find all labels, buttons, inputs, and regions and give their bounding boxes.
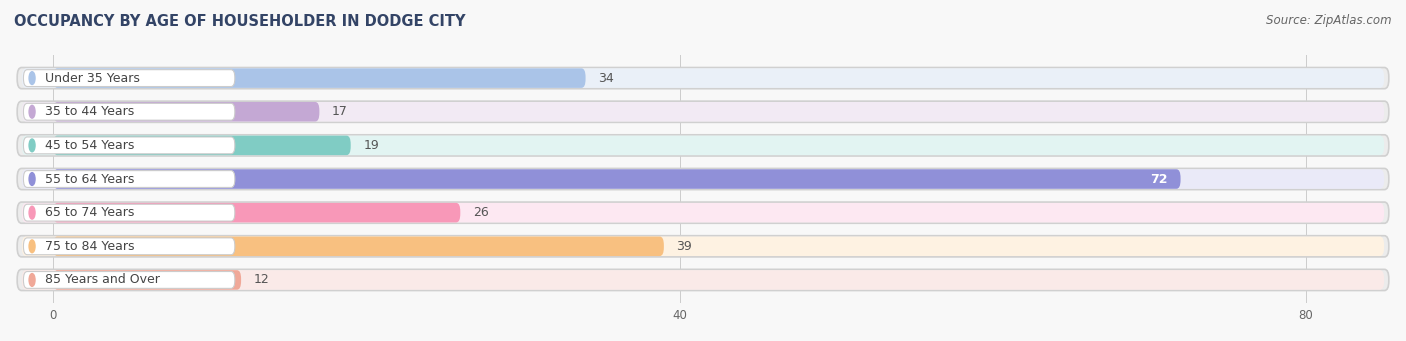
FancyBboxPatch shape	[22, 237, 1384, 256]
Circle shape	[30, 173, 35, 186]
FancyBboxPatch shape	[17, 68, 1389, 89]
Text: 39: 39	[676, 240, 692, 253]
FancyBboxPatch shape	[17, 101, 1389, 122]
FancyBboxPatch shape	[17, 269, 1389, 291]
FancyBboxPatch shape	[22, 102, 1384, 121]
Text: Under 35 Years: Under 35 Years	[45, 72, 141, 85]
FancyBboxPatch shape	[53, 169, 1181, 189]
Text: Source: ZipAtlas.com: Source: ZipAtlas.com	[1267, 14, 1392, 27]
Text: 34: 34	[598, 72, 614, 85]
Text: 26: 26	[472, 206, 488, 219]
FancyBboxPatch shape	[22, 270, 1384, 290]
FancyBboxPatch shape	[24, 271, 235, 288]
FancyBboxPatch shape	[53, 203, 460, 222]
FancyBboxPatch shape	[53, 136, 350, 155]
Circle shape	[30, 72, 35, 85]
FancyBboxPatch shape	[53, 270, 240, 290]
Text: OCCUPANCY BY AGE OF HOUSEHOLDER IN DODGE CITY: OCCUPANCY BY AGE OF HOUSEHOLDER IN DODGE…	[14, 14, 465, 29]
FancyBboxPatch shape	[17, 168, 1389, 190]
Text: 85 Years and Over: 85 Years and Over	[45, 273, 160, 286]
FancyBboxPatch shape	[17, 236, 1389, 257]
Text: 17: 17	[332, 105, 347, 118]
Text: 12: 12	[253, 273, 270, 286]
Circle shape	[30, 273, 35, 286]
FancyBboxPatch shape	[22, 203, 1384, 222]
Text: 72: 72	[1150, 173, 1168, 186]
FancyBboxPatch shape	[17, 135, 1389, 156]
Circle shape	[30, 206, 35, 219]
Text: 45 to 54 Years: 45 to 54 Years	[45, 139, 135, 152]
Text: 75 to 84 Years: 75 to 84 Years	[45, 240, 135, 253]
FancyBboxPatch shape	[53, 68, 585, 88]
FancyBboxPatch shape	[24, 70, 235, 87]
FancyBboxPatch shape	[24, 170, 235, 188]
Text: 19: 19	[363, 139, 380, 152]
FancyBboxPatch shape	[24, 238, 235, 255]
Circle shape	[30, 105, 35, 118]
FancyBboxPatch shape	[17, 202, 1389, 223]
FancyBboxPatch shape	[24, 103, 235, 120]
FancyBboxPatch shape	[24, 204, 235, 221]
FancyBboxPatch shape	[22, 136, 1384, 155]
Text: 65 to 74 Years: 65 to 74 Years	[45, 206, 135, 219]
Circle shape	[30, 240, 35, 253]
FancyBboxPatch shape	[53, 237, 664, 256]
FancyBboxPatch shape	[53, 102, 319, 121]
FancyBboxPatch shape	[22, 68, 1384, 88]
Text: 35 to 44 Years: 35 to 44 Years	[45, 105, 135, 118]
FancyBboxPatch shape	[24, 137, 235, 154]
Text: 55 to 64 Years: 55 to 64 Years	[45, 173, 135, 186]
FancyBboxPatch shape	[22, 169, 1384, 189]
Circle shape	[30, 139, 35, 152]
